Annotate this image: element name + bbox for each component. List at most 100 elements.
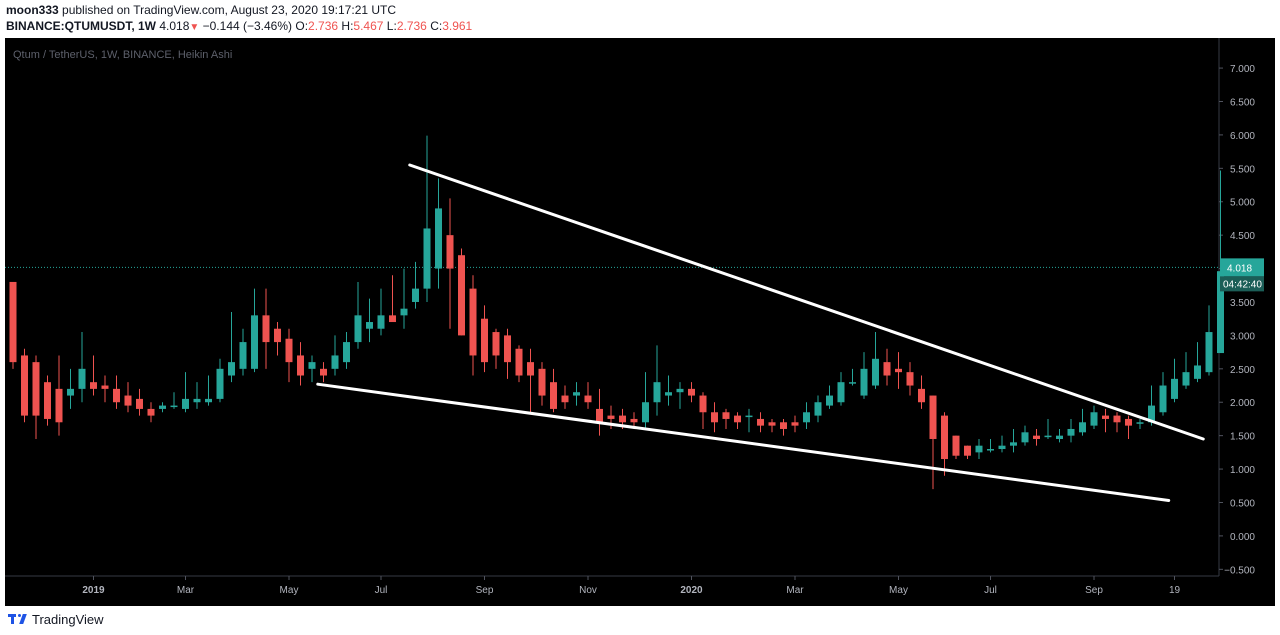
candle-body [757,418,764,426]
tradingview-logo-icon[interactable] [8,612,28,626]
candle-body [1205,332,1213,373]
x-tick-label: Mar [786,585,804,596]
candle-body [653,382,661,403]
candle-body [239,342,247,369]
x-tick-label: Sep [476,585,494,596]
countdown-box [1220,276,1264,292]
candle-body [78,368,86,389]
candle-body [998,445,1006,450]
candle-body [1090,412,1098,426]
publish-line: moon333 published on TradingView.com, Au… [6,2,1276,18]
x-tick-label: 19 [1169,585,1181,596]
chart-background [5,38,1275,606]
candle-body [538,368,546,396]
candle-body [1136,422,1144,424]
candle-body [297,355,304,376]
candle-body [1056,435,1063,439]
close-value: 3.961 [442,19,473,33]
candle-body [32,362,40,416]
candle-body [929,395,937,439]
candle-body [860,368,868,396]
x-tick-label: 2019 [82,585,105,596]
y-tick-label: 4.500 [1230,231,1255,242]
candle-body [1171,378,1178,399]
candle-body [872,358,879,386]
candle-body [745,415,753,418]
candle-body [446,235,454,269]
candle-body [1125,418,1132,426]
candle-body [469,288,477,356]
candle-body [170,405,178,408]
close-label: C: [430,19,443,33]
candle-body [642,402,649,423]
candle-body [9,281,17,363]
candle-body [768,422,776,426]
author-name[interactable]: moon333 [6,3,59,17]
footer-brand[interactable]: TradingView [32,611,104,627]
y-tick-label: −0.500 [1224,565,1255,576]
candle-body [377,315,385,329]
y-tick-label: 6.000 [1230,131,1255,142]
y-tick-label: 1.000 [1230,465,1255,476]
chart-header: moon333 published on TradingView.com, Au… [6,2,1276,36]
price-chart[interactable]: 7.0006.5006.0005.5005.0004.5004.0003.500… [5,38,1275,606]
candle-body [941,415,948,460]
candle-body [435,208,442,269]
x-tick-label: May [889,585,908,596]
candle-body [136,398,143,409]
candle-body [308,362,316,369]
candle-body [1010,442,1017,446]
candle-body [1194,365,1201,379]
candle-body [906,372,914,386]
y-tick-label: 3.500 [1230,298,1255,309]
ohlc-line: BINANCE:QTUMUSDT, 1W 4.018▼ −0.144 (−3.4… [6,18,1276,36]
x-tick-label: 2020 [680,585,703,596]
symbol-label: BINANCE:QTUMUSDT, 1W [6,19,156,33]
candle-body [573,392,580,396]
candle-body [400,308,408,316]
candle-body [734,415,741,423]
candle-body [458,255,465,336]
high-label: H: [341,19,354,33]
candle-body [837,382,845,403]
candle-body [630,418,638,423]
chart-title: Qtum / TetherUS, 1W, BINANCE, Heikin Ash… [13,49,232,61]
candle-body [964,445,971,456]
candle-body [1021,432,1029,443]
countdown-label: 04:42:40 [1223,279,1262,290]
candle-body [1148,405,1155,423]
y-tick-label: 5.500 [1230,164,1255,175]
candle-body [159,405,166,409]
candle-body [883,362,891,376]
candle-body [1113,415,1121,423]
y-tick-label: 0.500 [1230,498,1255,509]
candle-body [251,315,258,369]
trendline [316,382,1171,502]
candle-body [596,408,603,423]
candle-body [918,388,925,403]
candle-body [688,388,695,396]
candle-body [527,362,534,376]
candle-body [619,415,626,423]
candle-body [412,288,419,302]
y-tick-label: 2.500 [1230,365,1255,376]
x-tick-label: Jul [375,585,388,596]
candle-body [607,415,615,419]
low-value: 2.736 [396,19,427,33]
x-tick-label: Sep [1085,585,1103,596]
candle-body [101,385,109,389]
published-text: published on TradingView.com, August 23,… [62,3,397,17]
candle-body [320,368,327,376]
down-arrow-icon: ▼ [189,22,200,33]
candle-body [849,382,856,384]
candle-body [504,335,511,363]
candle-body [423,228,431,289]
candle-body [366,322,373,329]
candle-body [285,338,293,363]
candle-body [124,395,132,406]
y-tick-label: 7.000 [1230,64,1255,75]
candle-body [55,388,63,423]
chart-panel[interactable]: 7.0006.5006.0005.5005.0004.5004.0003.500… [5,38,1275,606]
candle-body [1159,385,1167,413]
candle-body [722,412,730,419]
